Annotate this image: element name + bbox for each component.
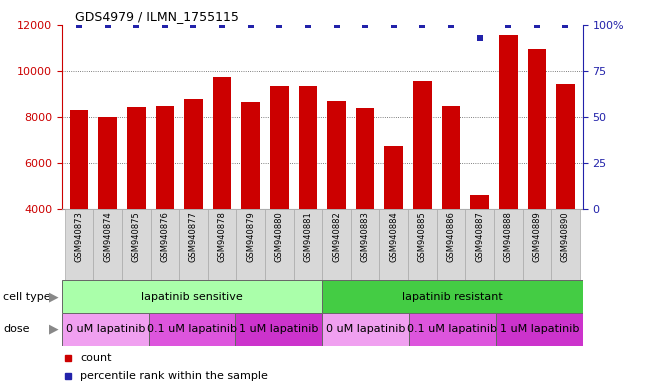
Bar <box>442 106 460 301</box>
Point <box>74 22 84 28</box>
Text: 0 uM lapatinib: 0 uM lapatinib <box>66 324 145 334</box>
Text: 1 uM lapatinib: 1 uM lapatinib <box>499 324 579 334</box>
Bar <box>499 35 518 301</box>
Bar <box>156 106 174 301</box>
Bar <box>64 209 93 280</box>
Bar <box>356 108 374 301</box>
Text: 0.1 uM lapatinib: 0.1 uM lapatinib <box>408 324 497 334</box>
Text: GSM940883: GSM940883 <box>361 212 370 262</box>
Point <box>245 22 256 28</box>
Bar <box>127 107 146 301</box>
Text: GSM940877: GSM940877 <box>189 212 198 262</box>
Text: GSM940880: GSM940880 <box>275 212 284 262</box>
Bar <box>385 146 403 301</box>
Bar <box>556 84 575 301</box>
Text: ▶: ▶ <box>49 290 59 303</box>
Point <box>274 22 284 28</box>
Point <box>532 22 542 28</box>
Text: GSM940889: GSM940889 <box>533 212 542 262</box>
Text: GSM940875: GSM940875 <box>132 212 141 262</box>
Bar <box>213 77 231 301</box>
Point <box>561 22 571 28</box>
Point <box>188 22 199 28</box>
Text: GSM940882: GSM940882 <box>332 212 341 262</box>
Point <box>417 22 428 28</box>
Bar <box>409 313 496 346</box>
Bar <box>122 209 150 280</box>
Bar <box>242 102 260 301</box>
Text: GDS4979 / ILMN_1755115: GDS4979 / ILMN_1755115 <box>75 10 239 23</box>
Bar <box>62 313 148 346</box>
Text: percentile rank within the sample: percentile rank within the sample <box>80 371 268 381</box>
Bar <box>327 101 346 301</box>
Text: lapatinib sensitive: lapatinib sensitive <box>141 291 243 302</box>
Text: 0.1 uM lapatinib: 0.1 uM lapatinib <box>147 324 237 334</box>
Bar <box>98 117 117 301</box>
Bar <box>236 313 322 346</box>
Point <box>102 22 113 28</box>
Point <box>331 22 342 28</box>
Text: ▶: ▶ <box>49 323 59 336</box>
Text: GSM940879: GSM940879 <box>246 212 255 262</box>
Bar <box>179 209 208 280</box>
Point <box>389 22 399 28</box>
Text: count: count <box>80 353 111 363</box>
Point <box>217 22 227 28</box>
Text: GSM940881: GSM940881 <box>303 212 312 262</box>
Bar <box>70 110 89 301</box>
Bar <box>62 280 322 313</box>
Bar <box>408 209 437 280</box>
Point <box>503 22 514 28</box>
Bar <box>496 313 583 346</box>
Bar <box>270 86 288 301</box>
Bar <box>551 209 580 280</box>
Text: dose: dose <box>3 324 30 334</box>
Bar <box>527 49 546 301</box>
Bar <box>265 209 294 280</box>
Bar <box>322 209 351 280</box>
Text: cell type: cell type <box>3 291 51 302</box>
Point <box>131 22 141 28</box>
Text: GSM940874: GSM940874 <box>103 212 112 262</box>
Bar <box>465 209 494 280</box>
Text: GSM940885: GSM940885 <box>418 212 427 262</box>
Bar <box>437 209 465 280</box>
Bar <box>208 209 236 280</box>
Point <box>360 22 370 28</box>
Bar <box>294 209 322 280</box>
Text: GSM940890: GSM940890 <box>561 212 570 262</box>
Bar <box>494 209 523 280</box>
Bar <box>470 195 489 301</box>
Point <box>475 35 485 41</box>
Point <box>159 22 170 28</box>
Bar <box>523 209 551 280</box>
Bar <box>413 81 432 301</box>
Text: 0 uM lapatinib: 0 uM lapatinib <box>326 324 406 334</box>
Text: GSM940886: GSM940886 <box>447 212 456 262</box>
Text: GSM940888: GSM940888 <box>504 212 513 262</box>
Text: lapatinib resistant: lapatinib resistant <box>402 291 503 302</box>
Bar <box>148 313 236 346</box>
Text: 1 uM lapatinib: 1 uM lapatinib <box>239 324 318 334</box>
Text: GSM940887: GSM940887 <box>475 212 484 262</box>
Text: GSM940873: GSM940873 <box>74 212 83 262</box>
Bar <box>150 209 179 280</box>
Bar <box>380 209 408 280</box>
Bar <box>184 99 202 301</box>
Bar <box>93 209 122 280</box>
Bar <box>299 86 317 301</box>
Point <box>446 22 456 28</box>
Bar <box>351 209 380 280</box>
Text: GSM940884: GSM940884 <box>389 212 398 262</box>
Bar <box>236 209 265 280</box>
Text: GSM940876: GSM940876 <box>160 212 169 262</box>
Bar <box>322 313 409 346</box>
Text: GSM940878: GSM940878 <box>217 212 227 262</box>
Point <box>303 22 313 28</box>
Bar <box>322 280 583 313</box>
